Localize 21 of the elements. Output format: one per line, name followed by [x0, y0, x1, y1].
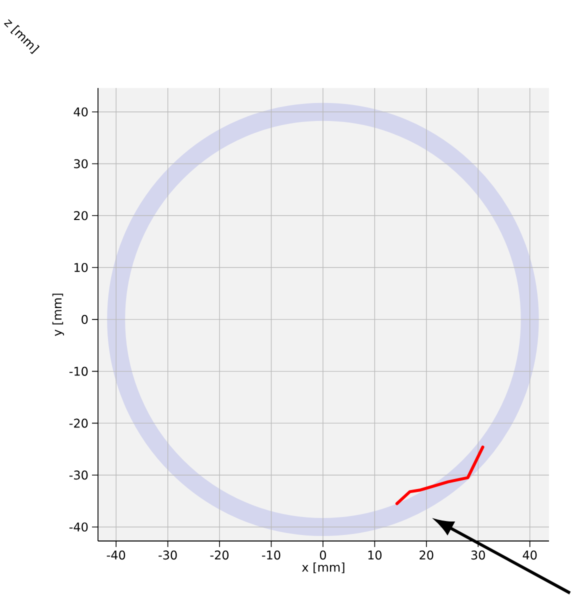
y-tick-label: -40	[69, 522, 88, 532]
y-tick-label: -20	[69, 418, 88, 428]
x-tick-label: 20	[420, 550, 434, 560]
line-series	[395, 446, 484, 506]
x-tick-label: -20	[210, 550, 229, 560]
y-tick-label: 10	[74, 262, 88, 272]
y-tick-label: -30	[69, 470, 88, 480]
x-tick-label: -30	[158, 550, 177, 560]
y-tick-label: 40	[74, 107, 88, 116]
y-tick-label: 20	[74, 211, 88, 220]
y-tick-label: 30	[74, 159, 88, 168]
y-axis-title: y [mm]	[52, 294, 64, 336]
x-tick-label: -10	[262, 550, 280, 560]
y-tick-label: 0	[82, 314, 88, 324]
x-axis-title: x [mm]	[302, 562, 344, 574]
y-tick-label: -10	[69, 366, 88, 376]
x-tick-label: 10	[368, 550, 382, 560]
x-tick-label: 0	[320, 550, 326, 560]
x-tick-label: -40	[106, 550, 126, 560]
x-tick-label: 40	[522, 550, 537, 560]
x-tick-label: 30	[471, 550, 485, 560]
